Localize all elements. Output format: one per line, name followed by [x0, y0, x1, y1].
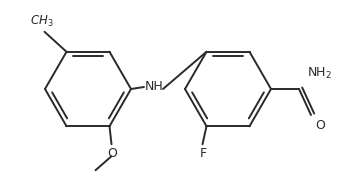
Text: CH$_3$: CH$_3$ — [30, 14, 53, 29]
Text: O: O — [108, 147, 117, 160]
Text: NH: NH — [145, 79, 164, 93]
Text: F: F — [200, 147, 207, 160]
Text: O: O — [315, 119, 325, 132]
Text: NH$_2$: NH$_2$ — [307, 66, 332, 81]
